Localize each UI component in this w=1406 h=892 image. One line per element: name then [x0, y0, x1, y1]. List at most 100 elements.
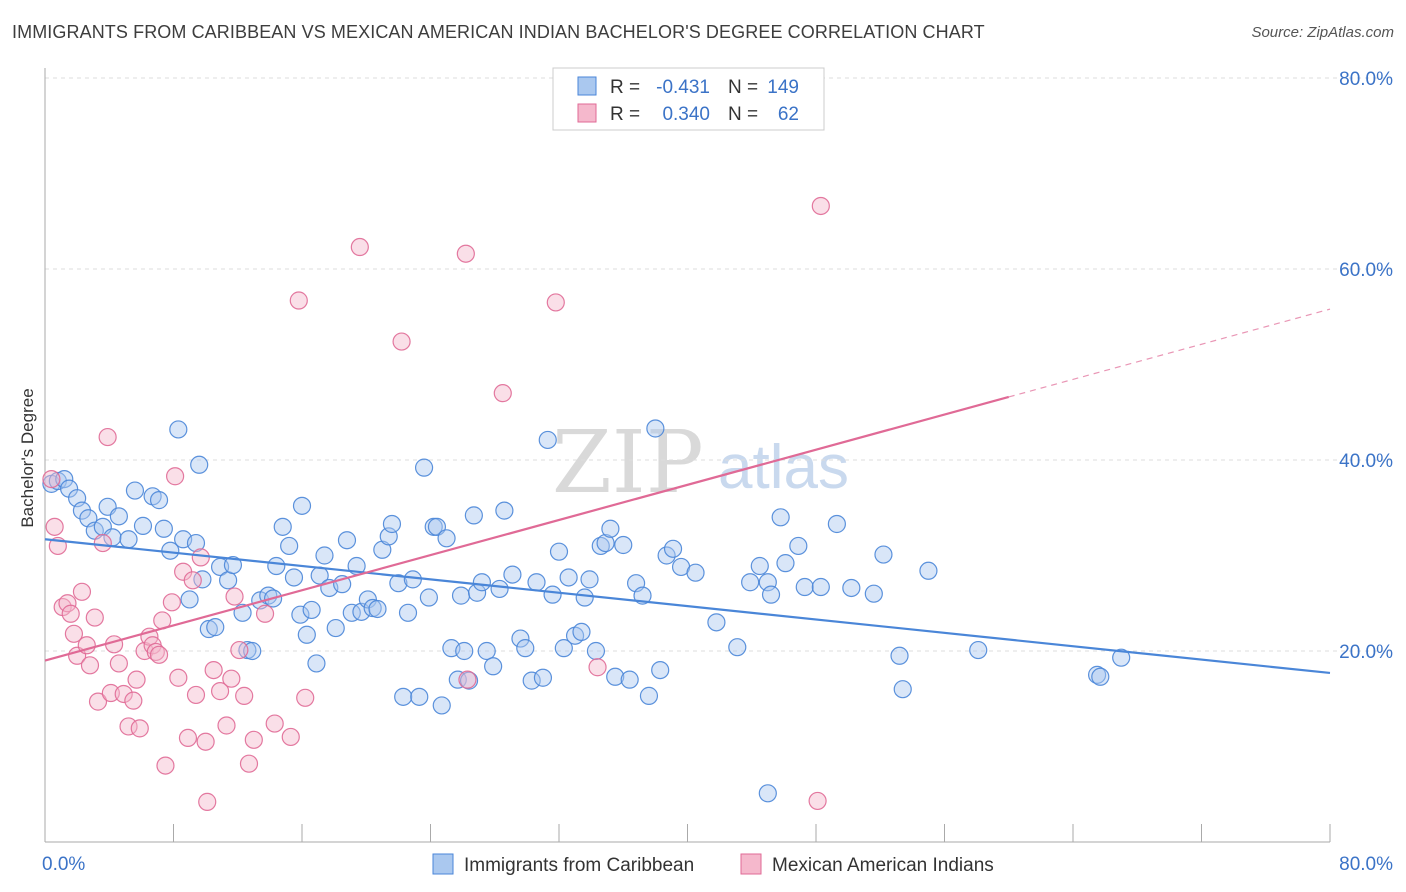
- data-point: [204, 660, 223, 680]
- data-point: [657, 546, 676, 565]
- data-point: [154, 519, 173, 538]
- legend-n-label: N =: [728, 77, 758, 98]
- data-point: [235, 686, 254, 705]
- data-point: [890, 646, 909, 665]
- data-point: [230, 640, 249, 660]
- data-point: [101, 683, 120, 703]
- data-point: [761, 585, 781, 604]
- legend-caribbean-swatch: [432, 853, 454, 875]
- data-point: [437, 529, 456, 548]
- data-point: [403, 570, 422, 589]
- data-point: [811, 196, 830, 216]
- data-point: [219, 571, 238, 590]
- data-point: [432, 696, 451, 715]
- trend-line-mexican-extension: [1008, 308, 1331, 398]
- data-point: [45, 517, 64, 536]
- data-point: [114, 684, 133, 704]
- data-point: [280, 536, 299, 556]
- data-point: [527, 573, 546, 592]
- data-point: [337, 531, 357, 550]
- data-point: [389, 574, 408, 593]
- data-point: [455, 641, 474, 661]
- data-point: [620, 670, 639, 689]
- data-point: [864, 584, 883, 603]
- data-point: [586, 641, 606, 661]
- data-point: [1087, 665, 1107, 684]
- watermark-atlas: atlas: [718, 433, 849, 502]
- data-point: [795, 577, 814, 597]
- data-point: [707, 613, 726, 632]
- data-point: [42, 470, 61, 489]
- data-point: [495, 501, 514, 520]
- trend-line-mexican: [44, 395, 1010, 662]
- data-point: [265, 714, 284, 733]
- watermark-zip: ZIP: [552, 413, 704, 513]
- data-point: [758, 784, 777, 803]
- data-point: [728, 638, 747, 657]
- tick-labels: 20.0% 40.0% 60.0% 80.0% 0.0% 80.0%: [42, 69, 1393, 875]
- data-point: [296, 688, 315, 707]
- y-tick-label: 60.0%: [1339, 260, 1393, 281]
- data-point: [394, 687, 413, 706]
- data-point: [119, 530, 138, 549]
- legend-r-value: -0.431: [656, 77, 710, 98]
- data-point: [109, 654, 128, 673]
- data-point: [125, 481, 145, 500]
- data-point: [559, 568, 578, 587]
- series-caribbean-points: [42, 419, 1131, 803]
- legend-r-label: R =: [610, 77, 640, 98]
- data-point: [382, 514, 402, 534]
- legend-n-value: 149: [767, 77, 799, 98]
- data-point: [222, 669, 241, 688]
- data-point: [663, 539, 683, 558]
- data-point: [315, 546, 334, 565]
- data-point: [572, 622, 591, 642]
- data-point: [273, 517, 292, 536]
- data-point: [484, 657, 503, 676]
- data-point: [196, 732, 215, 751]
- data-point: [350, 237, 369, 257]
- y-axis-title: Bachelor's Degree: [18, 388, 37, 527]
- data-point: [1112, 648, 1131, 667]
- data-point: [639, 686, 659, 705]
- data-point: [80, 656, 100, 675]
- data-point: [292, 496, 312, 515]
- source-label: Source: ZipAtlas.com: [1251, 24, 1394, 41]
- legend-n-value: 62: [778, 104, 799, 125]
- y-tick-label: 80.0%: [1339, 69, 1393, 90]
- data-point: [919, 561, 938, 580]
- x-tick-label: 80.0%: [1339, 854, 1393, 875]
- data-point: [516, 639, 535, 658]
- data-point: [596, 533, 615, 553]
- data-point: [199, 619, 218, 639]
- data-point: [538, 430, 557, 450]
- data-point: [493, 384, 512, 403]
- data-point: [191, 548, 210, 567]
- chart-title: IMMIGRANTS FROM CARIBBEAN VS MEXICAN AME…: [12, 22, 985, 42]
- data-point: [414, 458, 434, 477]
- data-point: [808, 791, 827, 811]
- legend-blue-swatch: [577, 76, 597, 96]
- data-point: [85, 608, 104, 627]
- data-point: [651, 660, 670, 680]
- data-point: [472, 573, 491, 592]
- data-point: [93, 533, 112, 553]
- data-point: [419, 588, 438, 607]
- data-point: [458, 670, 477, 689]
- data-point: [601, 519, 620, 538]
- data-point: [243, 641, 262, 661]
- legend-n-label: N =: [728, 104, 758, 125]
- data-point: [575, 588, 594, 607]
- data-point: [533, 668, 553, 687]
- data-point: [633, 586, 652, 605]
- data-point: [217, 716, 236, 735]
- data-point: [477, 641, 496, 661]
- data-point: [543, 585, 562, 604]
- legend-caribbean-label: Immigrants from Caribbean: [464, 855, 694, 876]
- data-point: [554, 639, 573, 658]
- data-point: [119, 717, 138, 736]
- data-point: [193, 570, 212, 589]
- data-point: [771, 508, 790, 527]
- data-point: [178, 728, 198, 748]
- data-point: [162, 593, 181, 612]
